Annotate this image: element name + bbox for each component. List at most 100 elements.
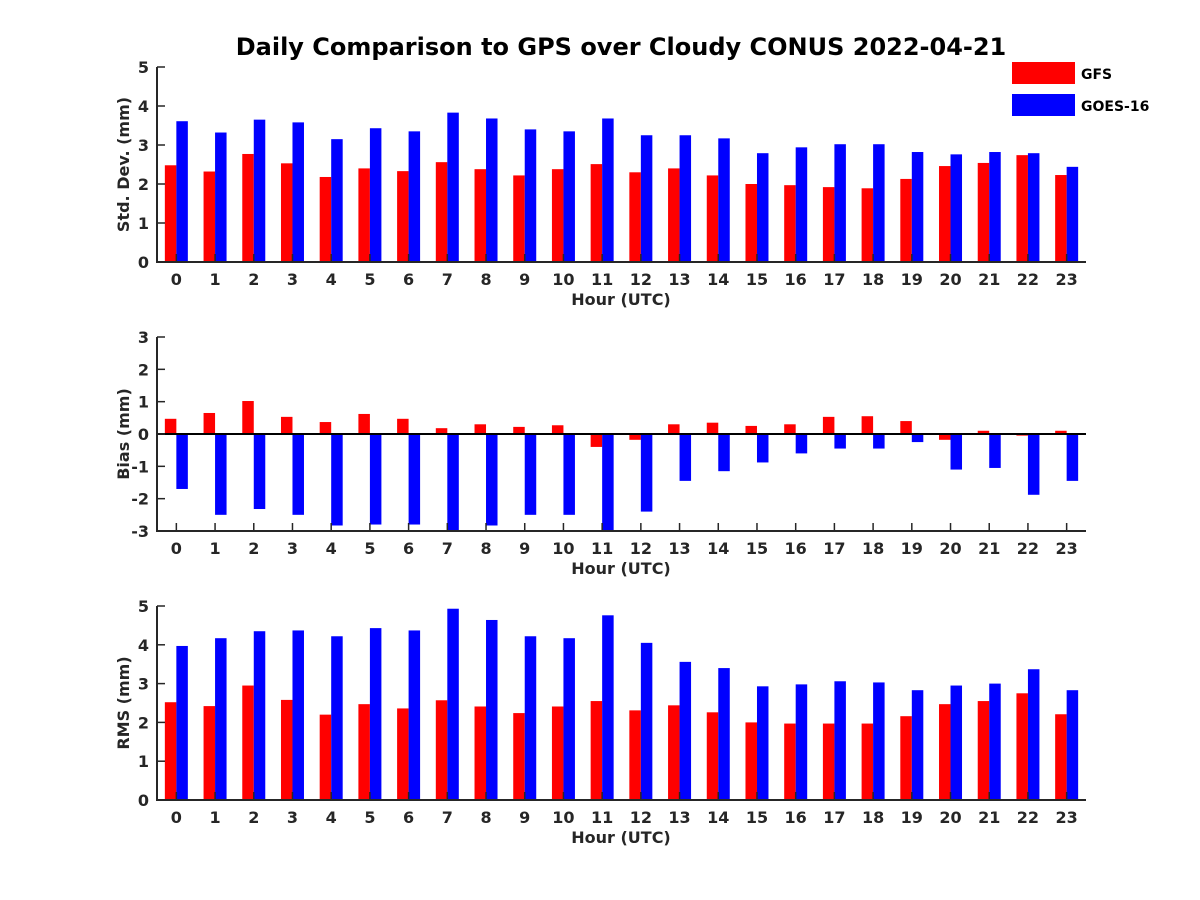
bias-bar-gfs-20 (939, 434, 951, 440)
std-dev-bar-gfs-5 (358, 168, 370, 262)
rms-bar-gfs-6 (397, 708, 409, 800)
std-dev-bar-goes16-18 (873, 144, 885, 262)
std-dev-bar-gfs-20 (939, 166, 951, 262)
legend-label-gfs: GFS (1081, 67, 1112, 83)
bias-bar-goes16-18 (873, 434, 885, 449)
bias-bar-goes16-9 (524, 434, 537, 515)
rms-bar-gfs-12 (629, 710, 641, 800)
rms-bar-goes16-16 (795, 684, 808, 800)
bias-bar-goes16-4 (331, 434, 343, 526)
std-dev-bar-goes16-12 (640, 135, 653, 262)
bias-ytick-label: -3 (131, 522, 149, 541)
std-dev-ytick-label: 2 (138, 175, 149, 194)
bias-xtick-label: 23 (1056, 539, 1078, 558)
std-dev-bar-goes16-8 (486, 118, 498, 262)
std-dev-xtick-label: 23 (1056, 270, 1078, 289)
bias-xtick-label: 9 (519, 539, 530, 558)
std-dev-bar-gfs-12 (629, 172, 641, 262)
std-dev-xtick-label: 7 (442, 270, 453, 289)
rms-bar-goes16-17 (834, 681, 846, 800)
bias-bar-gfs-0 (164, 418, 177, 434)
std-dev-xlabel: Hour (UTC) (571, 290, 671, 309)
std-dev-bar-goes16-19 (911, 152, 924, 262)
rms-xtick-label: 21 (978, 808, 1000, 827)
rms-xtick-label: 7 (442, 808, 453, 827)
rms-bar-gfs-15 (745, 722, 757, 800)
bias-bar-goes16-15 (756, 434, 769, 463)
legend: GFS GOES-16 (1012, 62, 1149, 116)
rms-bar-goes16-5 (369, 628, 382, 800)
rms-bar-gfs-18 (861, 723, 874, 800)
rms-bar-gfs-1 (203, 706, 216, 800)
bias-ytick-label: 1 (138, 393, 149, 412)
std-dev-xtick-label: 21 (978, 270, 1000, 289)
std-dev-xtick-label: 0 (171, 270, 182, 289)
std-dev-xtick-label: 9 (519, 270, 530, 289)
std-dev-bar-gfs-9 (513, 175, 525, 262)
std-dev-bar-gfs-23 (1055, 175, 1067, 262)
std-dev-bar-goes16-3 (292, 122, 304, 262)
std-dev-ytick-label: 0 (138, 253, 149, 272)
bias-bar-gfs-7 (435, 428, 448, 434)
rms-bar-gfs-19 (900, 716, 912, 800)
rms-bar-goes16-10 (563, 638, 575, 800)
std-dev-xtick-label: 14 (707, 270, 729, 289)
bias-bar-gfs-5 (358, 413, 370, 434)
rms-xtick-label: 1 (209, 808, 220, 827)
std-dev-xtick-label: 2 (248, 270, 259, 289)
bias-ylabel: Bias (mm) (114, 388, 133, 480)
std-dev-bar-gfs-0 (164, 165, 177, 262)
legend-swatch-gfs (1012, 62, 1075, 84)
bias-bar-gfs-16 (784, 424, 796, 434)
bias-xtick-label: 2 (248, 539, 259, 558)
rms-bar-gfs-0 (164, 702, 177, 800)
chart-title: Daily Comparison to GPS over Cloudy CONU… (236, 33, 1007, 61)
std-dev-xtick-label: 15 (746, 270, 768, 289)
bias-xtick-label: 10 (552, 539, 574, 558)
bias-bar-gfs-14 (706, 422, 719, 434)
rms-xtick-label: 10 (552, 808, 574, 827)
std-dev-bar-gfs-7 (435, 162, 448, 262)
bias-xtick-label: 0 (171, 539, 182, 558)
std-dev-bar-gfs-8 (474, 169, 487, 262)
std-dev-bar-goes16-22 (1027, 153, 1040, 262)
bias-xtick-label: 21 (978, 539, 1000, 558)
std-dev-ylabel: Std. Dev. (mm) (114, 97, 133, 232)
std-dev-xtick-label: 4 (326, 270, 337, 289)
std-dev-bar-goes16-0 (176, 121, 188, 263)
rms-bar-goes16-19 (911, 690, 924, 800)
bias-xtick-label: 8 (480, 539, 491, 558)
bias-bar-goes16-13 (679, 434, 692, 481)
bias-bar-goes16-5 (369, 434, 382, 525)
rms-bar-gfs-13 (668, 705, 680, 800)
bias-xtick-label: 13 (668, 539, 690, 558)
std-dev-bar-goes16-10 (563, 131, 575, 262)
rms-xtick-label: 13 (668, 808, 690, 827)
bias-bar-goes16-21 (989, 434, 1001, 468)
bias-bar-gfs-3 (280, 416, 293, 434)
rms-xtick-label: 11 (591, 808, 613, 827)
std-dev-bar-goes16-16 (795, 147, 808, 262)
bias-xtick-label: 12 (630, 539, 652, 558)
rms-ylabel: RMS (mm) (114, 656, 133, 749)
bias-xtick-label: 14 (707, 539, 729, 558)
bias-bar-goes16-16 (795, 434, 808, 454)
std-dev-xtick-label: 5 (364, 270, 375, 289)
std-dev-bar-goes16-1 (215, 132, 227, 262)
rms-xtick-label: 8 (480, 808, 491, 827)
bias-xtick-label: 7 (442, 539, 453, 558)
rms-xtick-label: 14 (707, 808, 729, 827)
rms-bar-goes16-4 (331, 636, 343, 800)
std-dev-xtick-label: 11 (591, 270, 613, 289)
rms-ytick-label: 2 (138, 713, 149, 732)
rms-bar-gfs-16 (784, 723, 796, 800)
std-dev-bar-goes16-20 (950, 154, 963, 262)
bias-bar-gfs-11 (590, 434, 603, 447)
rms-bar-goes16-3 (292, 630, 304, 800)
std-dev-bar-goes16-6 (408, 131, 421, 262)
bias-bar-gfs-17 (822, 416, 835, 434)
std-dev-xtick-label: 6 (403, 270, 414, 289)
rms-bar-gfs-17 (822, 723, 835, 800)
